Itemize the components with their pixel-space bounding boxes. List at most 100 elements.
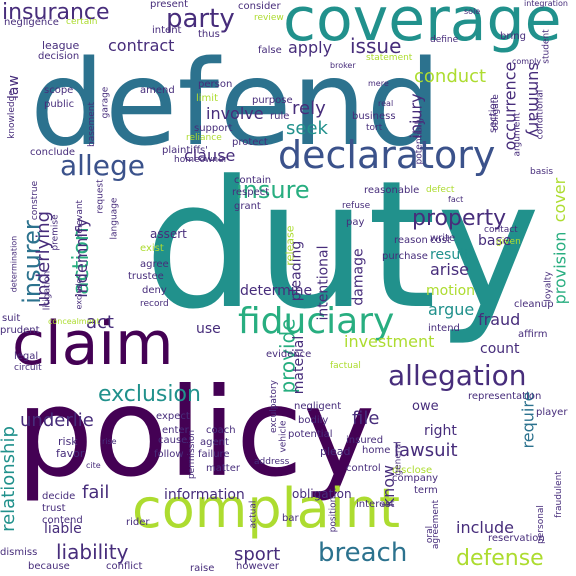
word-189: rise — [102, 437, 117, 446]
word-179: because — [28, 561, 70, 572]
word-11: allegation — [388, 359, 527, 392]
word-176: rider — [126, 517, 150, 528]
word-14: liability — [56, 540, 129, 564]
word-147: concealment — [48, 317, 100, 326]
word-61: information — [164, 487, 245, 503]
word-30: provision — [550, 231, 570, 305]
word-158: potential — [288, 429, 333, 440]
word-150: coach — [206, 425, 236, 436]
word-122: defect — [426, 185, 455, 195]
word-182: however — [236, 561, 279, 572]
word-67: risk — [58, 435, 78, 448]
word-72: public — [44, 99, 75, 110]
word-66: liable — [44, 521, 82, 537]
word-151: cause — [158, 435, 188, 446]
word-169: fraudulent — [553, 471, 564, 518]
word-71: scope — [44, 85, 74, 96]
word-139: player — [536, 407, 568, 418]
word-0: duty — [144, 143, 541, 348]
word-7: fiduciary — [238, 301, 395, 342]
word-127: reason — [394, 235, 428, 246]
word-146: exclude — [74, 278, 84, 310]
word-16: property — [412, 206, 507, 231]
word-73: conclude — [30, 147, 76, 158]
word-63: right — [424, 423, 457, 439]
word-96: potentially — [414, 116, 425, 165]
word-162: disclose — [392, 465, 433, 476]
word-23: contract — [108, 36, 175, 55]
word-45: motion — [426, 283, 476, 299]
word-29: cover — [550, 177, 570, 223]
word-154: failure — [198, 449, 230, 460]
word-108: contain — [234, 175, 272, 186]
word-10: party — [166, 4, 235, 34]
word-34: fail — [82, 482, 110, 503]
word-89: amend — [140, 85, 175, 96]
word-79: intent — [152, 25, 182, 36]
word-133: cleanup — [514, 299, 554, 310]
word-2: policy — [16, 362, 376, 504]
word-9: insurance — [2, 0, 110, 25]
word-124: basis — [530, 167, 554, 177]
word-130: contact — [484, 225, 518, 235]
word-120: release — [283, 225, 297, 266]
word-24: issue — [350, 34, 402, 58]
word-163: general — [393, 441, 404, 476]
word-107: premise — [50, 214, 61, 251]
word-74: negligence — [4, 17, 59, 28]
word-95: tort — [366, 123, 383, 133]
word-48: base — [478, 233, 512, 249]
word-185: reservation — [488, 533, 545, 544]
word-144: litigation — [42, 270, 53, 311]
word-106: homeowner — [174, 155, 228, 165]
word-126: write — [430, 233, 456, 244]
word-99: argument — [512, 112, 523, 157]
word-166: interest — [356, 499, 395, 510]
word-131: given — [496, 237, 521, 247]
word-181: raise — [190, 563, 215, 574]
word-49: act — [86, 312, 114, 333]
word-161: control — [346, 463, 381, 474]
word-105: support — [194, 123, 233, 134]
word-194: address — [254, 457, 290, 467]
word-42: fraud — [478, 310, 521, 329]
word-172: vehicle — [278, 420, 289, 453]
word-90: person — [198, 79, 233, 90]
word-5: complaint — [132, 477, 401, 540]
word-191: real — [378, 99, 394, 108]
word-52: involve — [206, 104, 264, 123]
word-87: basement — [87, 102, 97, 147]
word-88: garage — [100, 86, 111, 119]
word-138: representation — [468, 391, 542, 402]
word-77: consider — [238, 1, 281, 12]
word-91: limit — [196, 93, 218, 104]
word-92: purpose — [252, 95, 293, 106]
word-13: exclusion — [98, 382, 201, 407]
word-159: insured — [346, 435, 384, 446]
word-80: thus — [198, 29, 220, 40]
word-165: term — [414, 485, 438, 496]
word-46: arise — [430, 260, 470, 279]
word-149: enter — [162, 425, 189, 436]
word-155: matter — [206, 463, 240, 474]
word-35: underlie — [20, 410, 94, 431]
word-84: define — [430, 35, 459, 45]
word-25: apply — [288, 38, 333, 57]
word-110: grant — [234, 201, 261, 212]
word-118: deny — [142, 285, 167, 296]
word-195: sole — [464, 7, 481, 16]
word-140: legal — [14, 351, 39, 362]
word-116: agree — [140, 259, 169, 270]
word-17: insure — [236, 176, 310, 204]
word-58: damage — [350, 248, 367, 306]
word-192: fact — [448, 195, 464, 204]
word-148: expect — [156, 411, 190, 422]
word-187: integration — [524, 0, 568, 8]
word-119: record — [140, 299, 169, 309]
word-44: argue — [428, 300, 475, 319]
word-78: review — [254, 13, 284, 23]
word-128: cost — [430, 235, 451, 246]
word-33: sport — [234, 544, 281, 565]
word-93: rule — [270, 111, 290, 122]
word-81: false — [258, 45, 282, 56]
